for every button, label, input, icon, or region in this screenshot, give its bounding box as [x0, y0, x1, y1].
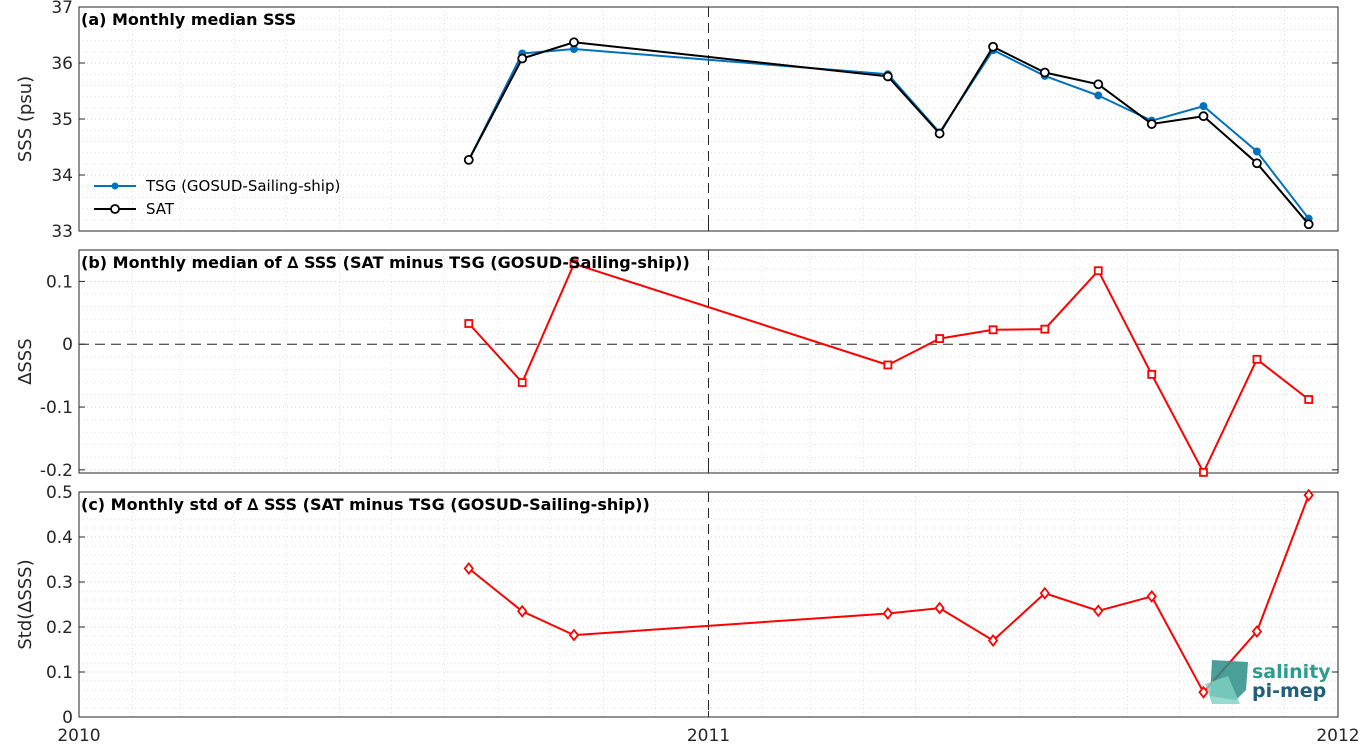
y-tick-label: 35 — [51, 110, 73, 130]
data-point — [1146, 589, 1157, 603]
y-tick-label: 0.1 — [46, 272, 73, 292]
y-axis-label: SSS (psu) — [15, 76, 36, 162]
legend: TSG (GOSUD-Sailing-ship) SAT — [94, 177, 340, 218]
x-tick-label: 2011 — [687, 726, 730, 745]
data-point — [1198, 685, 1209, 699]
data-point — [1199, 102, 1208, 111]
y-tick-label: 34 — [51, 166, 73, 186]
legend-label: SAT — [146, 200, 175, 218]
legend-label: TSG (GOSUD-Sailing-ship) — [145, 177, 340, 195]
data-point — [935, 334, 945, 343]
x-tick-label: 2010 — [57, 726, 100, 745]
panel-2: 0 0.1 0.2 0.3 0.4 0.5 Std(∆SSS) (c) Monthly std… — [15, 483, 1360, 745]
logo-icon-wave — [1205, 676, 1240, 704]
data-point — [517, 53, 528, 64]
y-tick-label: 33 — [51, 222, 73, 242]
data-point — [988, 41, 998, 52]
data-point — [1252, 147, 1261, 156]
data-point — [1146, 119, 1157, 129]
panel-title: (b) Monthly median of ∆ SSS (SAT minus T… — [81, 253, 690, 272]
data-point — [1040, 324, 1050, 334]
y-tick-label: 0.1 — [46, 663, 73, 683]
panel-1: -0.2 -0.1 0 0.1 ∆SSS (b) Monthly median of ∆ … — [15, 249, 1339, 481]
y-axis-label: ∆SSS — [15, 338, 36, 385]
series-line — [467, 47, 1310, 220]
data-point — [569, 37, 579, 48]
panel-title: (a) Monthly median SSS — [81, 10, 296, 29]
y-tick-label: 0 — [62, 335, 73, 355]
y-tick-label: 0.2 — [46, 618, 73, 638]
data-point — [987, 634, 999, 647]
y-axis-label: Std(∆SSS) — [15, 559, 36, 649]
data-point — [883, 360, 893, 370]
data-point — [1093, 604, 1104, 618]
data-point — [517, 604, 528, 618]
y-tick-label: 0.3 — [46, 573, 73, 593]
data-point — [1093, 79, 1104, 90]
data-point — [463, 562, 474, 575]
panel-title: (c) Monthly std of ∆ SSS (SAT minus TSG … — [81, 495, 650, 514]
y-tick-label: -0.2 — [40, 461, 73, 481]
data-point — [1252, 354, 1262, 364]
x-tick-label: 2012 — [1316, 726, 1359, 745]
data-point — [1252, 158, 1262, 169]
data-point — [464, 319, 474, 328]
data-point — [1251, 625, 1263, 638]
data-point — [934, 128, 945, 139]
data-point — [882, 71, 893, 82]
legend-marker — [111, 182, 119, 190]
data-point — [517, 378, 527, 387]
data-point — [1039, 67, 1050, 78]
logo-text-salinity: salinity — [1252, 661, 1331, 683]
data-point — [463, 154, 474, 165]
y-tick-label: -0.1 — [40, 398, 73, 418]
data-point — [882, 607, 894, 620]
data-point — [1198, 111, 1209, 122]
data-point — [1093, 266, 1103, 276]
y-tick-label: 0 — [62, 708, 73, 728]
data-point — [1039, 586, 1050, 600]
data-point — [1303, 219, 1314, 230]
y-tick-label: 36 — [51, 54, 73, 74]
data-point — [568, 628, 580, 642]
series-line — [467, 41, 1310, 225]
data-point — [1147, 369, 1157, 379]
data-point — [1094, 91, 1103, 100]
legend-marker — [110, 204, 120, 214]
data-point — [1199, 467, 1208, 477]
y-tick-label: 0.5 — [46, 483, 73, 503]
data-point — [1304, 395, 1314, 404]
series-line — [468, 262, 1310, 475]
logo-text-pimep: pi-mep — [1252, 680, 1326, 702]
y-tick-label: 0.4 — [46, 528, 73, 548]
data-point — [1303, 488, 1314, 502]
data-point — [988, 325, 998, 335]
data-point — [934, 601, 945, 615]
panel-0: 33 34 35 36 37 SSS (psu) (a) Monthly median SS… — [15, 0, 1339, 242]
data-point — [569, 259, 579, 269]
y-tick-label: 37 — [51, 0, 73, 18]
